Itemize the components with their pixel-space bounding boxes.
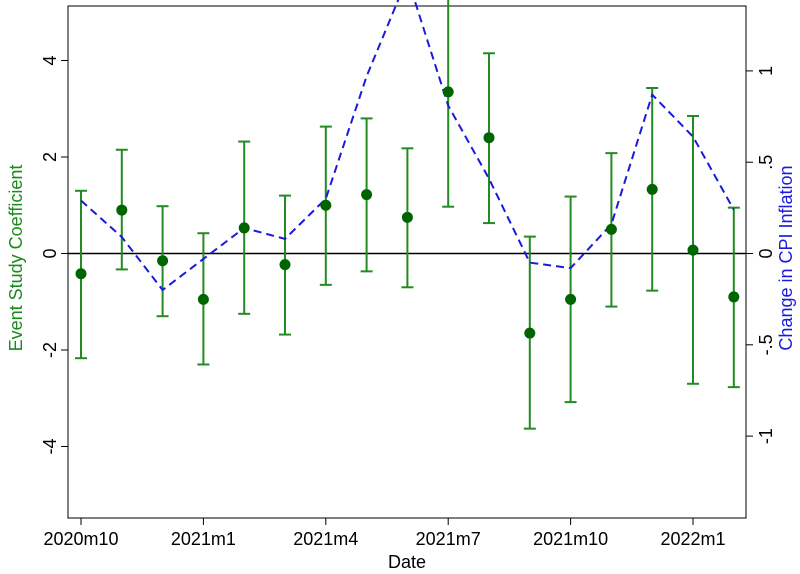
x-axis: 2020m10 2021m1 2021m4 2021m7 2021m10 2022m1 — [43, 518, 726, 549]
coefficient-point — [157, 255, 169, 267]
left-tick-label: 4 — [40, 55, 60, 65]
plot-frame — [67, 5, 747, 519]
coefficient-point — [75, 268, 87, 280]
coefficient-points — [75, 86, 740, 339]
coefficient-point — [361, 189, 373, 201]
plot-border — [67, 5, 747, 519]
cpi-inflation-series — [80, 0, 735, 292]
coefficient-point — [524, 327, 536, 339]
right-tick-label: -1 — [756, 428, 776, 444]
left-tick-label: 0 — [40, 248, 60, 258]
right-y-axis-title: Change in CPI Inflation — [776, 165, 796, 350]
left-tick-label: -4 — [40, 438, 60, 454]
coefficient-point — [687, 244, 699, 256]
x-tick-label: 2022m1 — [660, 529, 725, 549]
coefficient-point — [442, 86, 454, 98]
cpi-line — [80, 0, 735, 292]
left-tick-label: 2 — [40, 152, 60, 162]
coefficient-point — [728, 291, 740, 303]
x-tick-label: 2020m10 — [43, 529, 118, 549]
right-y-axis: -1-.50.511.5 — [746, 66, 776, 444]
right-tick-label: .5 — [756, 155, 776, 170]
right-tick-label: 1 — [756, 66, 776, 76]
x-axis-title: Date — [388, 552, 426, 572]
coefficient-point — [401, 211, 413, 223]
left-y-axis-title: Event Study Coefficient — [6, 165, 26, 352]
coefficient-point — [279, 259, 291, 271]
coefficient-point — [605, 223, 617, 235]
x-tick-label: 2021m1 — [171, 529, 236, 549]
left-tick-label: -2 — [40, 342, 60, 358]
left-y-axis: -4-20246 — [40, 55, 68, 455]
coefficient-point — [238, 222, 250, 234]
coefficient-point — [565, 293, 577, 305]
coefficient-point — [320, 199, 332, 211]
x-tick-label: 2021m4 — [293, 529, 358, 549]
x-tick-label: 2021m10 — [533, 529, 608, 549]
right-tick-label: 0 — [756, 248, 776, 258]
x-tick-label: 2021m7 — [416, 529, 481, 549]
coefficient-point — [197, 293, 209, 305]
coefficient-point — [116, 204, 128, 216]
coefficient-point — [483, 132, 495, 144]
coefficient-point — [646, 183, 658, 195]
right-tick-label: -.5 — [756, 334, 776, 355]
